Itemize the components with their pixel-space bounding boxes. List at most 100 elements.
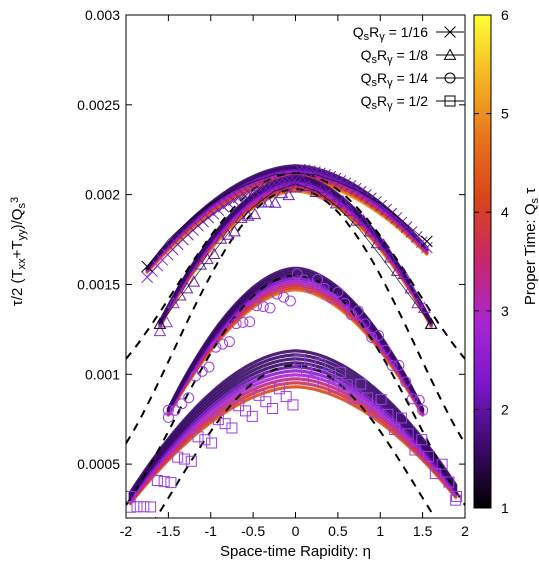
data-point: [380, 203, 393, 216]
data-point: [416, 434, 428, 446]
data-point: [289, 180, 302, 193]
data-point: [350, 214, 363, 226]
data-point: [352, 305, 364, 317]
y-axis-label: τ/2 (Txx+Tyy)/Qs3: [9, 197, 28, 306]
data-point: [202, 211, 215, 224]
legend-marker: [444, 26, 456, 38]
colorbar-tick-label: 5: [501, 106, 509, 122]
data-point: [273, 383, 285, 395]
series-band: [128, 349, 458, 495]
data-point: [262, 195, 275, 208]
data-point: [406, 393, 418, 405]
data-point: [336, 194, 350, 207]
series-band: [128, 381, 458, 504]
data-point: [237, 316, 249, 328]
data-point: [298, 274, 310, 286]
data-point: [413, 394, 425, 406]
legend-marker: [444, 95, 456, 107]
x-tick-label: 1.5: [413, 523, 433, 539]
data-point: [280, 391, 292, 403]
data-point: [221, 228, 235, 240]
data-point: [206, 437, 218, 449]
data-point: [260, 396, 272, 408]
data-point: [356, 213, 370, 226]
data-point: [291, 268, 303, 280]
series-band: [128, 353, 458, 496]
data-point: [436, 458, 448, 470]
data-point: [429, 468, 441, 480]
data-point: [278, 175, 291, 188]
legend-marker: [444, 72, 456, 84]
data-point: [173, 289, 187, 301]
data-point: [366, 331, 378, 343]
data-point: [226, 422, 238, 434]
data-point: [443, 476, 455, 488]
data-point: [417, 301, 431, 313]
data-point: [328, 381, 340, 393]
data-point: [402, 428, 414, 440]
data-point: [382, 408, 394, 420]
data-point: [223, 336, 235, 348]
data-point: [375, 393, 387, 405]
data-point: [309, 185, 323, 197]
data-point: [318, 282, 330, 294]
y-tick-label: 0.001: [85, 366, 120, 382]
data-point: [397, 267, 411, 279]
data-point: [363, 225, 377, 237]
data-point: [339, 297, 351, 309]
data-point: [253, 389, 265, 401]
data-point: [390, 264, 404, 276]
data-point: [423, 450, 435, 462]
data-point: [393, 359, 405, 371]
data-point: [239, 405, 251, 417]
data-point: [377, 238, 390, 250]
data-point: [176, 398, 188, 410]
data-point: [370, 195, 382, 208]
data-point-end: [153, 317, 167, 329]
x-axis-label: Space-time Rapidity: η: [220, 543, 371, 560]
data-point: [359, 318, 371, 330]
x-tick-label: 2: [461, 523, 469, 539]
colorbar-tick-label: 2: [501, 401, 509, 417]
legend-marker: [443, 48, 457, 60]
data-point: [210, 341, 222, 353]
data-point-end: [424, 317, 438, 329]
data-point: [192, 219, 204, 232]
x-tick-label: -1: [205, 523, 218, 539]
series-band: [128, 365, 458, 500]
data-point: [219, 418, 231, 430]
data-point: [421, 241, 433, 254]
data-point: [323, 188, 336, 201]
x-tick-label: -0.5: [241, 523, 265, 539]
series-band: [128, 357, 458, 497]
data-point: [212, 414, 224, 426]
data-point: [341, 379, 353, 391]
data-point: [343, 204, 357, 216]
data-point: [301, 364, 313, 376]
data-point: [362, 392, 374, 404]
data-point: [169, 404, 181, 416]
data-point: [307, 374, 319, 386]
data-point: [316, 181, 329, 193]
series-band: [145, 164, 429, 270]
data-point: [212, 204, 225, 217]
data-point: [183, 392, 195, 404]
data-point: [251, 300, 263, 312]
data-point: [273, 176, 286, 188]
data-point: [385, 207, 398, 220]
data-point: [178, 453, 190, 465]
colorbar: [473, 14, 492, 509]
data-point: [295, 174, 309, 186]
fit-curve: [126, 274, 465, 506]
data-point: [312, 273, 324, 285]
data-point-end: [162, 404, 174, 416]
data-point: [264, 302, 276, 314]
data-point: [192, 431, 204, 443]
data-point: [349, 182, 362, 195]
data-point: [257, 300, 269, 312]
data-point: [268, 177, 281, 190]
data-point: [248, 207, 262, 220]
data-point-end: [421, 235, 433, 248]
data-point: [294, 354, 306, 366]
